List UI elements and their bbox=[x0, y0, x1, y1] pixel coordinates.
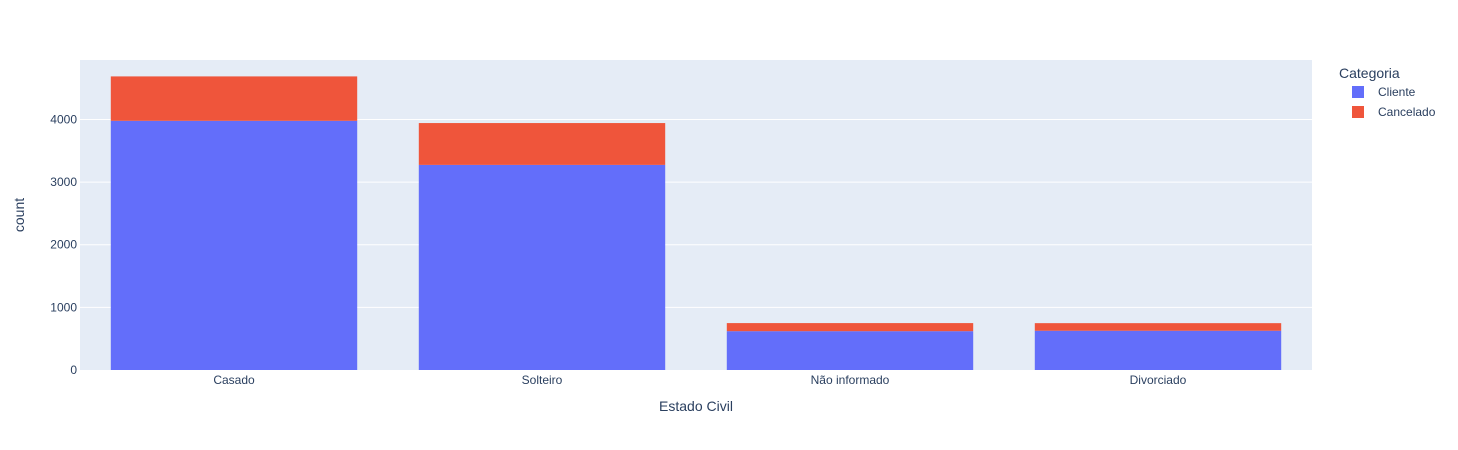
x-tick-label: Solteiro bbox=[522, 373, 563, 387]
bar-cliente-solteiro bbox=[418, 164, 666, 370]
x-axis-ticks: Casado Solteiro Não informado Divorciado bbox=[213, 373, 1186, 387]
legend-swatch-cliente[interactable] bbox=[1352, 86, 1364, 98]
y-tick-label: 2000 bbox=[50, 238, 77, 252]
bar-cancelado-casado bbox=[110, 76, 358, 121]
legend-swatch-cancelado[interactable] bbox=[1352, 106, 1364, 118]
y-tick-label: 4000 bbox=[50, 112, 77, 126]
bar-cliente-divorciado bbox=[1034, 330, 1282, 370]
bar-cancelado-divorciado bbox=[1034, 323, 1282, 331]
x-tick-label: Não informado bbox=[811, 373, 890, 387]
legend-label-cliente[interactable]: Cliente bbox=[1378, 85, 1416, 99]
y-tick-label: 1000 bbox=[50, 300, 77, 314]
y-tick-label: 3000 bbox=[50, 175, 77, 189]
y-tick-label: 0 bbox=[70, 363, 77, 377]
bar-cliente-casado bbox=[110, 120, 358, 370]
bar-cancelado-solteiro bbox=[418, 123, 666, 165]
legend: Categoria Cliente Cancelado bbox=[1339, 65, 1436, 119]
x-tick-label: Divorciado bbox=[1130, 373, 1187, 387]
y-axis-ticks: 0 1000 2000 3000 4000 bbox=[50, 112, 77, 377]
bar-cliente-não-informado bbox=[726, 331, 974, 370]
legend-title: Categoria bbox=[1339, 65, 1400, 81]
bars bbox=[110, 76, 1282, 370]
legend-label-cancelado[interactable]: Cancelado bbox=[1378, 105, 1436, 119]
y-axis-title: count bbox=[11, 198, 27, 232]
x-axis-title: Estado Civil bbox=[659, 398, 733, 414]
x-tick-label: Casado bbox=[213, 373, 255, 387]
bar-cancelado-não-informado bbox=[726, 323, 974, 332]
